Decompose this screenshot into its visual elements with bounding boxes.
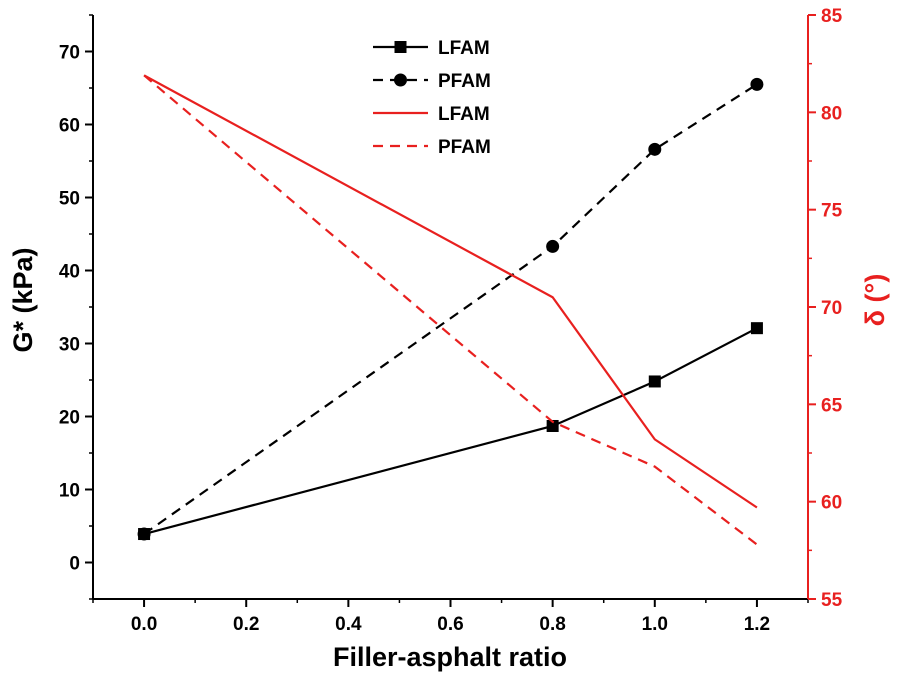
data-point-circle (648, 142, 662, 156)
left-y-tick-label: 20 (59, 408, 80, 429)
series-line-right-lfam (143, 74, 758, 509)
data-point-circle (750, 77, 764, 91)
x-tick-label: 0.8 (539, 614, 565, 635)
legend-marker-square (394, 41, 407, 53)
left-y-tick-label: 70 (59, 43, 80, 64)
right-y-tick-label: 60 (821, 493, 842, 514)
data-point-square (648, 375, 661, 388)
x-tick-label: 0.4 (335, 614, 362, 635)
legend-marker-circle (394, 73, 407, 87)
legend-label: PFAM (438, 137, 491, 158)
data-point-square (750, 322, 763, 335)
right-y-tick-label: 75 (821, 201, 843, 222)
x-tick-label: 0.0 (131, 614, 157, 635)
series-line-left-lfam (143, 327, 758, 536)
right-axis-title: δ (°) (860, 274, 890, 327)
x-tick-label: 1.0 (642, 614, 668, 635)
x-tick-label: 0.6 (437, 614, 463, 635)
x-tick-label: 0.2 (233, 614, 259, 635)
series-layer (137, 74, 764, 546)
right-y-tick-label: 80 (821, 103, 842, 124)
series-line-left-pfam (143, 83, 758, 535)
left-y-tick-label: 40 (59, 262, 80, 283)
right-y-tick-label: 65 (821, 395, 843, 416)
right-y-tick-label: 55 (821, 590, 843, 611)
legend-label: LFAM (438, 104, 490, 125)
x-axis-title: Filler-asphalt ratio (333, 642, 567, 672)
right-y-tick-label: 85 (821, 6, 843, 27)
data-point-square (546, 419, 559, 432)
legend-label: PFAM (438, 71, 491, 92)
legend-label: LFAM (438, 38, 490, 59)
left-y-tick-label: 0 (69, 554, 80, 575)
left-y-tick-label: 50 (59, 189, 80, 210)
ticks: 0.0 0.2 0.4 0.6 0.8 1.0 1.2 0 10 20 30 40 50 60 70 55 60… (59, 6, 843, 635)
left-y-tick-label: 30 (59, 335, 80, 356)
right-y-tick-label: 70 (821, 298, 842, 319)
data-point-circle (137, 527, 151, 541)
left-y-tick-label: 10 (59, 481, 80, 502)
x-tick-label: 1.2 (744, 614, 770, 635)
left-y-tick-label: 60 (59, 116, 80, 137)
left-axis-title: G* (kPa) (8, 247, 38, 352)
legend: LFAM PFAM LFAM PFAM (373, 38, 491, 158)
data-point-circle (546, 239, 560, 253)
